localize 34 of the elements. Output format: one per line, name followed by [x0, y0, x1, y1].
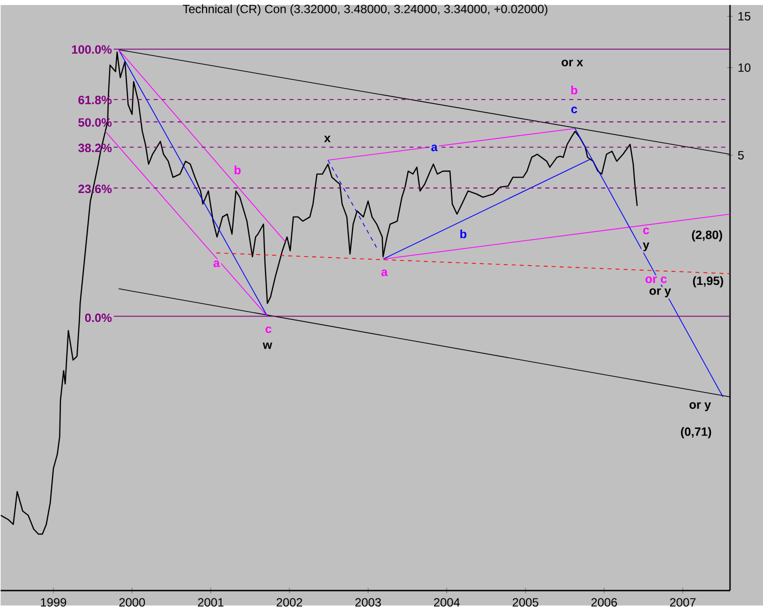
- x-tick-label: 1999: [40, 598, 66, 607]
- x-tick-label: 2004: [434, 598, 460, 607]
- annotation: (0,71): [680, 427, 712, 438]
- annotation: c: [643, 228, 650, 234]
- y-tick-label: 10: [738, 63, 750, 72]
- annotation: a: [214, 260, 220, 268]
- y-tick-label: 5: [738, 151, 744, 160]
- annotation: or c: [646, 276, 667, 284]
- annotation: or y: [690, 402, 711, 412]
- x-tick-label: 2007: [670, 598, 696, 607]
- annotation: 0.0%: [85, 314, 112, 322]
- annotation: x: [324, 136, 331, 142]
- annotation: y: [642, 242, 650, 252]
- annotation: c: [571, 106, 578, 114]
- annotation: 100.0%: [72, 45, 112, 54]
- x-tick-label: 2002: [276, 598, 302, 607]
- annotation: a: [431, 144, 438, 152]
- annotation: b: [234, 166, 241, 174]
- annotation: w: [262, 342, 272, 349]
- annotation: b: [571, 86, 578, 94]
- annotation: or y: [650, 288, 671, 298]
- annotation: (1,95): [693, 276, 724, 288]
- chart-title: Technical (CR) Con (3.32000, 3.48000, 3.24000, 3.34000, +0.02000): [182, 4, 548, 16]
- x-tick-label: 2003: [355, 598, 381, 607]
- annotation: (2,80): [692, 230, 722, 242]
- x-tick-label: 2001: [198, 598, 224, 607]
- x-tick-label: 2000: [119, 598, 145, 607]
- annotation: or x: [562, 60, 584, 66]
- x-tick-label: 2005: [512, 598, 538, 607]
- annotation: c: [266, 326, 272, 334]
- annotation: b: [460, 229, 466, 238]
- x-tick-label: 2006: [591, 598, 617, 607]
- y-tick-label: 15: [738, 12, 750, 21]
- annotation: a: [381, 270, 388, 276]
